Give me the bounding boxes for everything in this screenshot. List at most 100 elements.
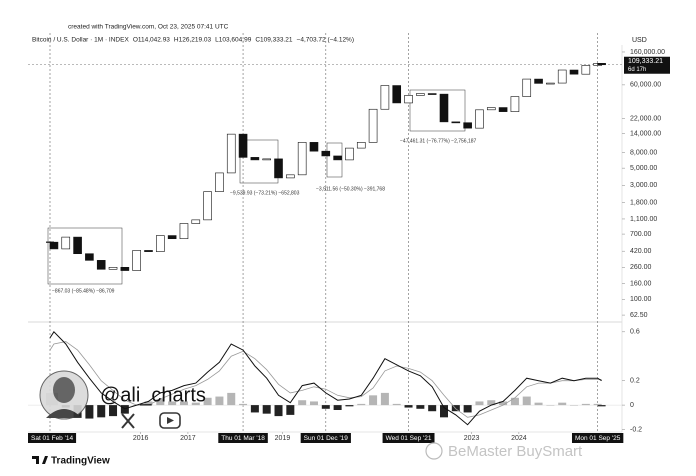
histogram-bar (440, 405, 448, 418)
y-tick-label: 14,000.00 (630, 130, 661, 137)
candle (498, 107, 508, 112)
candle (156, 235, 165, 252)
candle (451, 121, 461, 124)
candle (73, 236, 82, 255)
y-tick-label: 260.00 (630, 264, 652, 271)
histogram-bar (85, 405, 94, 419)
candle (96, 260, 106, 270)
candle (262, 158, 272, 161)
brand-logo (32, 456, 48, 464)
histogram-bar (156, 399, 165, 406)
stamp-logo (425, 442, 443, 460)
chart-title: Bitcoin / U.S. Dollar · 1M · INDEX (32, 37, 129, 44)
histogram-bar (191, 402, 200, 406)
ohlc-value: L103,604.99 (215, 37, 252, 44)
histogram-bar (558, 402, 567, 406)
x-tick-label: 2017 (180, 435, 196, 442)
candle (416, 93, 425, 96)
candle (191, 219, 201, 224)
candle (309, 142, 319, 152)
candle (475, 109, 484, 129)
candle (49, 241, 59, 250)
marker-label-bg (28, 433, 77, 443)
candle (380, 85, 390, 110)
histogram-bar (510, 397, 519, 406)
measure-boxes (47, 89, 466, 285)
y-tick-label: 0.2 (630, 378, 640, 385)
x-tick-label: 2016 (133, 435, 149, 442)
histogram-bar (369, 395, 378, 406)
candle (203, 191, 212, 221)
marker-label: Wed 01 Sep '21 (386, 435, 432, 442)
histogram-bar (179, 401, 188, 406)
candle (392, 85, 402, 104)
histogram-bar (463, 405, 472, 413)
candle (486, 107, 496, 111)
youtube-play (167, 417, 174, 424)
histogram-bar (404, 405, 413, 408)
marker-label: Sat 01 Feb '14 (31, 435, 73, 442)
histogram-bar (286, 405, 295, 415)
histogram-bar (534, 402, 543, 406)
x-tick-label: 2019 (275, 435, 291, 442)
histogram-bar (499, 401, 508, 406)
candle (534, 78, 543, 84)
histogram-bar (392, 403, 401, 406)
countdown: 6d 17h (628, 67, 646, 73)
histogram-bar (321, 405, 330, 409)
candle (297, 142, 307, 176)
marker-label-bg (571, 433, 624, 443)
candle (368, 108, 378, 143)
candle (226, 133, 236, 174)
histogram-bar (203, 397, 212, 406)
ohlc-value: O114,042.93 (133, 37, 170, 44)
price-tag (624, 56, 670, 74)
candle (250, 157, 260, 161)
y-tick-label: 62.50 (630, 312, 648, 319)
candle (404, 95, 413, 104)
marker-label: Sun 01 Dec '19 (304, 435, 349, 442)
histogram-bar (309, 401, 318, 406)
histogram-bar (298, 400, 307, 406)
histogram-bar (416, 405, 425, 409)
candle (144, 250, 153, 252)
histogram-bar (168, 401, 177, 406)
candle (557, 69, 567, 84)
candle (85, 253, 94, 261)
histogram-bar (239, 403, 248, 406)
y-tick-label: 100.00 (630, 296, 652, 303)
histogram-bar (120, 405, 129, 414)
annotation: −867.03 (−85.48%) −86,709 (52, 288, 115, 294)
y-tick-label: 160,000.00 (630, 49, 665, 56)
candle (581, 65, 591, 75)
ohlc-value: −4,703.72 (−4.12%) (297, 37, 354, 44)
histogram-bar (475, 401, 484, 406)
histogram-bar (597, 405, 606, 407)
y-tick-label: 0 (630, 402, 634, 409)
histogram-bar (570, 405, 579, 406)
candle (132, 250, 141, 271)
candle (333, 155, 342, 161)
candle (345, 147, 354, 161)
candle (108, 267, 118, 270)
histogram-bar (428, 405, 437, 412)
histogram-bar (357, 403, 366, 406)
marker-label-bg (382, 433, 435, 443)
candle (463, 122, 472, 129)
x-icon (121, 413, 135, 429)
histogram-bar (215, 396, 224, 406)
histogram-bar (250, 405, 259, 413)
marker-label: Mon 01 Sep '25 (575, 435, 621, 442)
marker-label-bg (300, 433, 351, 443)
y-tick-label: 8,000.00 (630, 149, 657, 156)
candle (238, 133, 248, 158)
y-tick-label: -0.2 (630, 426, 642, 433)
avatar-face (53, 377, 75, 403)
y-tick-label: 1,800.00 (630, 199, 657, 206)
annotation: −9,539.93 (−73.21%) −652,803 (230, 190, 300, 196)
brand: TradingView (51, 456, 110, 467)
candle (167, 235, 177, 240)
candle (427, 93, 437, 95)
candle (274, 158, 283, 179)
